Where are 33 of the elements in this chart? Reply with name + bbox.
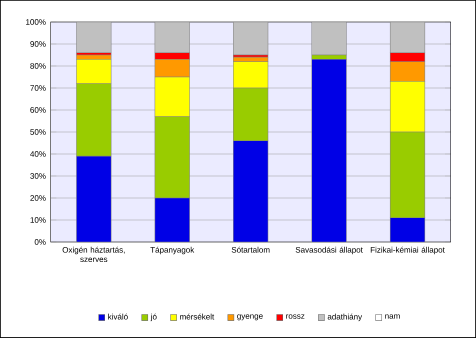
legend-label: gyenge [237, 314, 263, 320]
y-tick-label: 70% [30, 85, 46, 91]
y-tick-label: 90% [30, 41, 46, 47]
y-tick-label: 0% [34, 239, 46, 245]
bar [311, 59, 347, 242]
bar [76, 22, 112, 54]
x-tick-label: Sótartalom [232, 246, 270, 253]
x-tick-label: Oxigén háztartás, szerves [62, 246, 125, 262]
bar [76, 156, 112, 242]
y-tick-label: 100% [26, 19, 46, 25]
legend-label: mérsékelt [180, 314, 214, 320]
bar [390, 218, 426, 242]
x-tick-label: Fizikai-kémiai állapot [370, 246, 445, 254]
bar [154, 22, 190, 54]
bar [390, 22, 426, 54]
bar [311, 22, 347, 56]
y-tick-label: 40% [30, 151, 46, 157]
x-tick-label: Tápanyagok [150, 246, 194, 254]
legend-label: kiváló [108, 314, 128, 320]
legend-label: nam [385, 314, 400, 319]
y-tick-label: 20% [30, 195, 46, 201]
y-tick-label: 10% [30, 217, 46, 223]
x-tick-label: Savasodási állapot [296, 246, 363, 254]
bar [154, 198, 190, 242]
bar [233, 22, 268, 56]
legend-label: rossz [286, 314, 304, 319]
legend-label: jó [150, 314, 157, 322]
bar [233, 140, 268, 242]
y-tick-label: 60% [30, 107, 46, 113]
y-tick-label: 30% [30, 173, 46, 179]
y-tick-label: 50% [30, 129, 46, 135]
legend-label: adathiány [328, 314, 362, 322]
y-tick-label: 80% [30, 63, 46, 69]
